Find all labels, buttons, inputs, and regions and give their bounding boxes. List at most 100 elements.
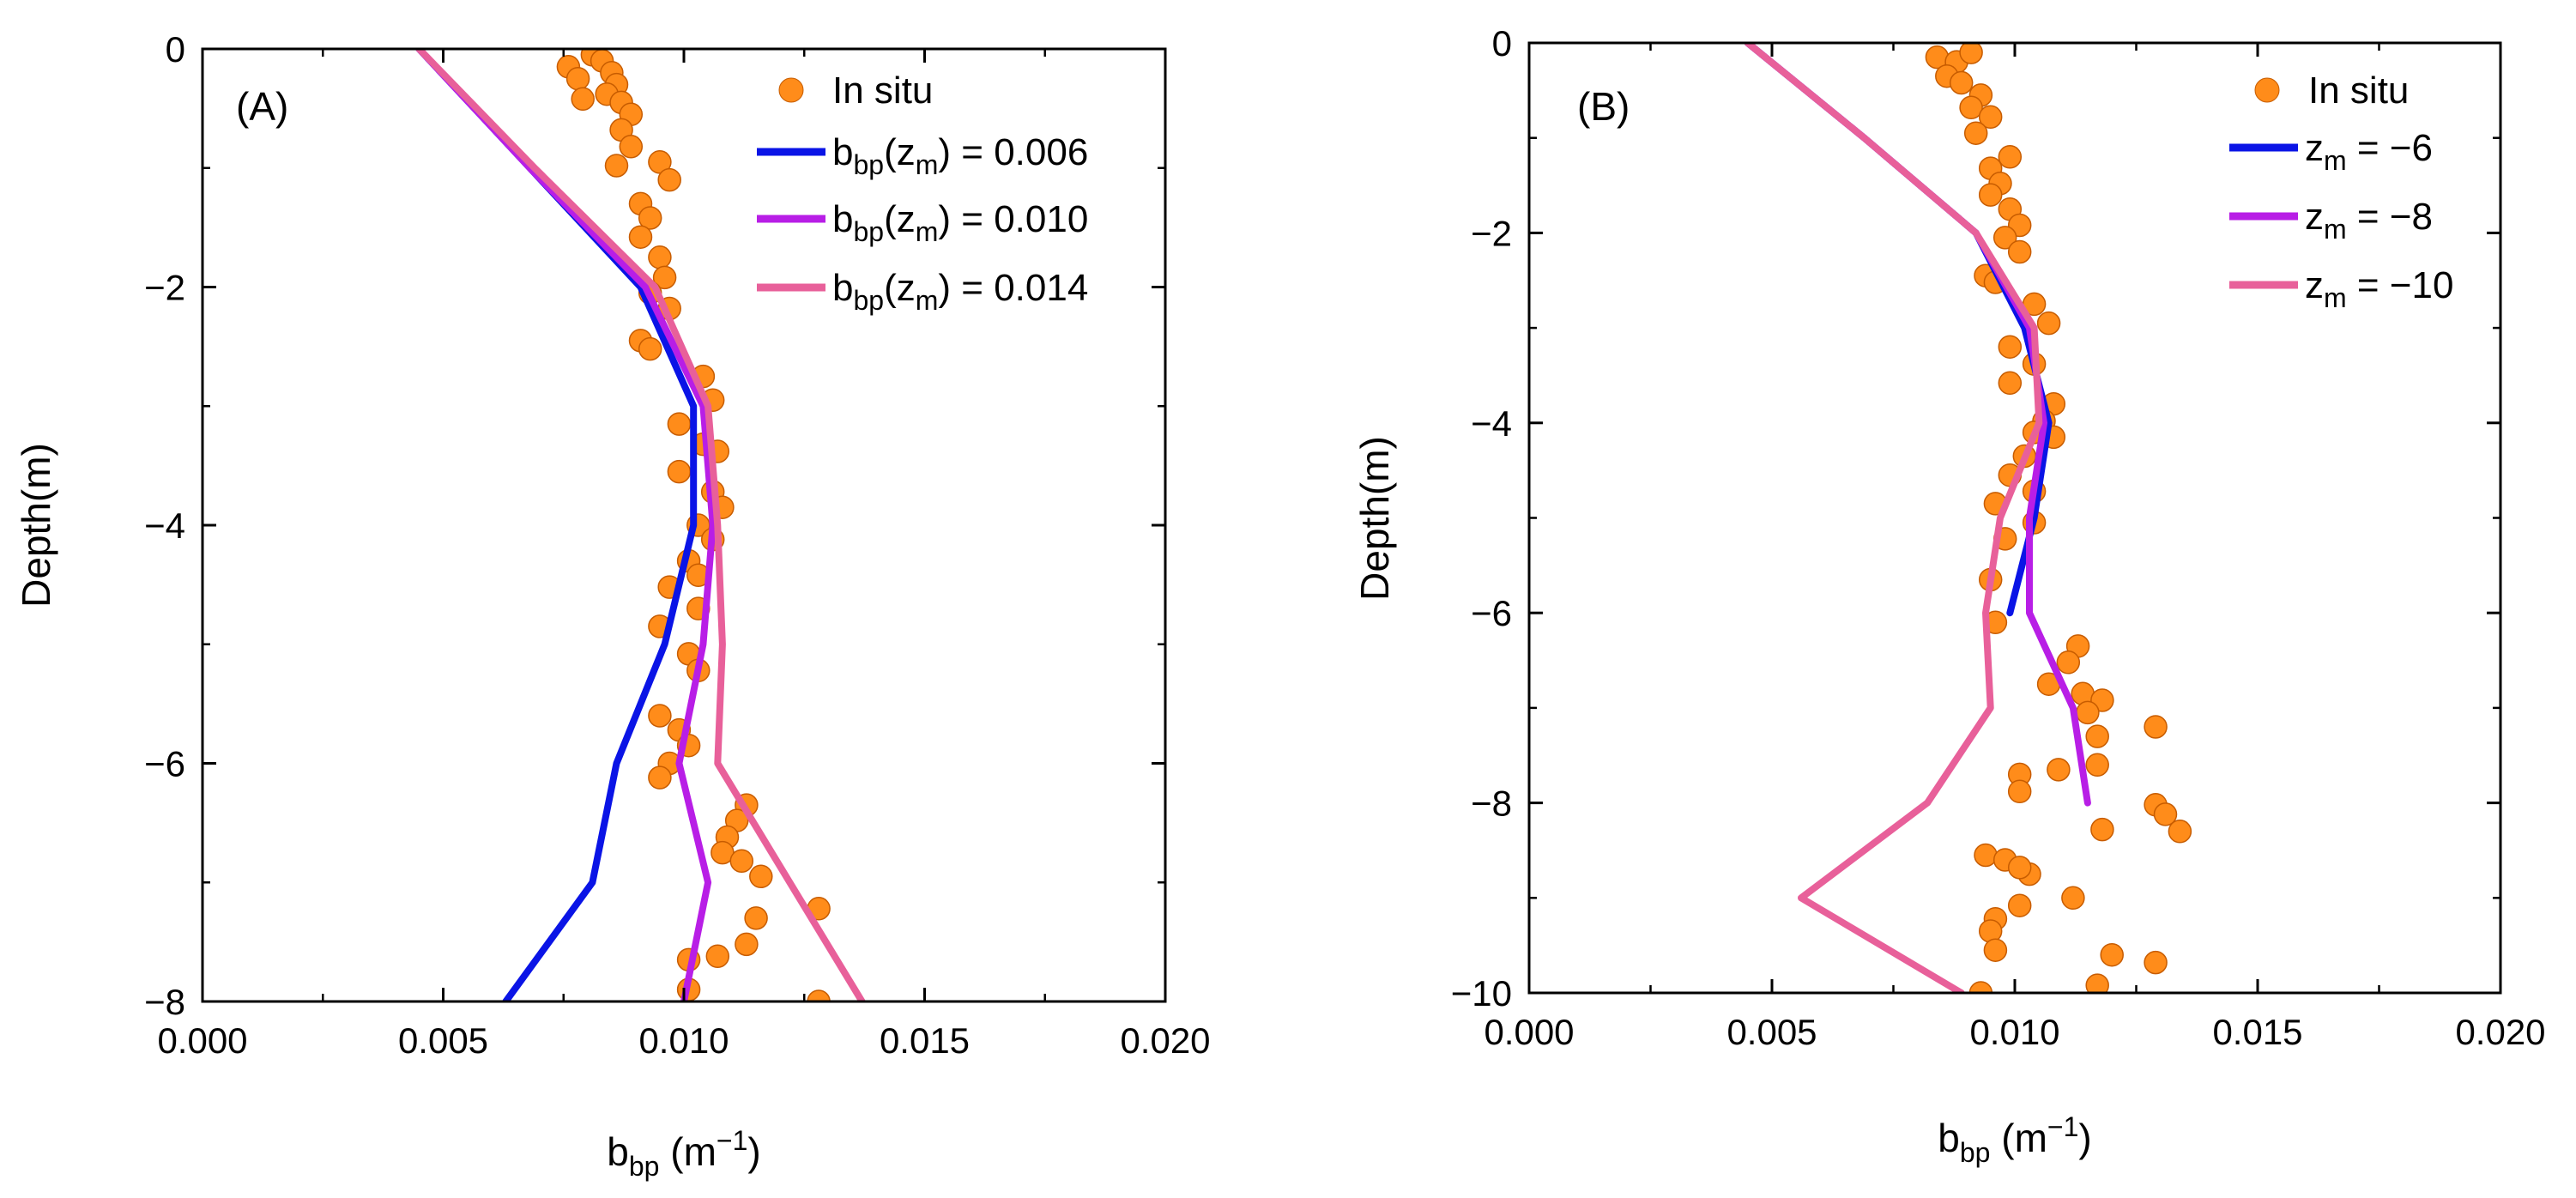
insitu-point — [638, 336, 662, 361]
panel-b-x-axis-title: bbp (m−1) — [1938, 1111, 2091, 1168]
insitu-point — [735, 932, 759, 957]
y-tick-label: −4 — [1471, 403, 1512, 444]
legend-b-series-2-label: zm = −8 — [2305, 196, 2433, 245]
panel-a-y-axis-title: Depth(m) — [14, 443, 58, 608]
legend-b-series-3-label: zm = −10 — [2305, 264, 2453, 313]
panel-label-b: (B) — [1577, 84, 1630, 129]
insitu-point — [667, 459, 692, 484]
insitu-point — [1978, 183, 2003, 207]
y-tick-label: 0 — [1492, 23, 1512, 64]
insitu-point — [744, 906, 768, 930]
x-tick-label: 0.020 — [2455, 1012, 2545, 1052]
insitu-point — [1959, 43, 1983, 64]
legend-a-insitu-marker — [778, 77, 804, 103]
insitu-point — [1968, 981, 1993, 993]
panel-b-y-axis: 0 −2 −4 −6 −8 −10 — [1451, 23, 2500, 1013]
x-tick-label: 0.015 — [880, 1020, 970, 1061]
insitu-point — [2056, 650, 2081, 675]
insitu-point — [2007, 893, 2032, 917]
insitu-point — [2007, 779, 2032, 804]
series-line-3 — [1744, 43, 2043, 993]
y-tick-label: −10 — [1451, 973, 1512, 1013]
y-tick-label: −4 — [144, 505, 185, 546]
insitu-point — [807, 989, 831, 1001]
panel-b-frame — [1527, 41, 2502, 995]
panel-b: (B) 0.000 0.005 0.010 0.015 0.020 0 −2 −4 −6 −8 −… — [1352, 23, 2546, 1168]
insitu-point — [657, 167, 681, 192]
series-line-3 — [415, 49, 866, 1001]
insitu-point — [2047, 758, 2071, 782]
insitu-point — [648, 245, 672, 269]
panel-label-a: (A) — [236, 84, 288, 129]
insitu-point — [705, 944, 730, 969]
insitu-point — [565, 66, 590, 91]
x-tick-label: 0.010 — [638, 1020, 729, 1061]
insitu-point — [2061, 886, 2085, 911]
legend-a-series-2-label: bbp(zm) = 0.010 — [832, 198, 1088, 247]
insitu-point — [1998, 371, 2023, 396]
insitu-point — [1998, 145, 2023, 169]
insitu-point — [1959, 95, 1983, 120]
insitu-point — [2007, 239, 2032, 264]
y-tick-label: 0 — [166, 29, 185, 70]
insitu-point — [648, 765, 672, 790]
insitu-point — [1983, 938, 2008, 962]
insitu-point — [2085, 724, 2109, 748]
panel-a-legend: In situ bbp(zm) = 0.006 bbp(zm) = 0.010 … — [757, 70, 1088, 316]
insitu-point — [571, 87, 595, 112]
legend-a-insitu-label: In situ — [832, 70, 933, 112]
insitu-point — [2144, 950, 2168, 975]
insitu-point — [2100, 942, 2124, 967]
insitu-point — [749, 864, 773, 889]
y-tick-label: −6 — [144, 744, 185, 784]
legend-a-series-1-label: bbp(zm) = 0.006 — [832, 131, 1088, 180]
insitu-point — [729, 849, 754, 874]
insitu-point — [1963, 121, 1988, 145]
x-tick-label: 0.000 — [157, 1020, 247, 1061]
x-tick-label: 0.020 — [1120, 1020, 1210, 1061]
legend-b-insitu-label: In situ — [2308, 70, 2409, 112]
y-tick-label: −2 — [144, 268, 185, 308]
y-tick-label: −8 — [1471, 784, 1512, 824]
insitu-point — [1978, 105, 2003, 130]
legend-b-series-1-label: zm = −6 — [2305, 127, 2433, 176]
insitu-point — [2085, 973, 2109, 993]
x-tick-label: 0.005 — [1726, 1012, 1817, 1052]
insitu-point — [648, 704, 672, 728]
insitu-point — [2168, 820, 2192, 844]
x-tick-label: 0.000 — [1484, 1012, 1574, 1052]
panel-b-y-axis-title: Depth(m) — [1352, 436, 1397, 601]
insitu-point — [2085, 753, 2109, 777]
panel-a-y-axis: 0 −2 −4 −6 −8 — [144, 29, 1165, 1022]
panel-a-plot-area — [415, 49, 866, 1001]
insitu-point — [2153, 802, 2178, 826]
insitu-point — [628, 225, 653, 249]
insitu-point — [638, 206, 662, 230]
insitu-point — [667, 412, 692, 436]
insitu-point — [1974, 843, 1998, 868]
x-tick-label: 0.010 — [1969, 1012, 2059, 1052]
x-tick-label: 0.015 — [2212, 1012, 2302, 1052]
panel-a: (A) 0.000 0.005 0.010 0.015 0.020 0−2−4−6−8 … — [14, 29, 1211, 1182]
insitu-point — [2144, 715, 2168, 739]
plot-content — [1744, 43, 2192, 993]
insitu-point — [2036, 311, 2061, 336]
panel-b-legend: In situ zm = −6 zm = −8 zm = −10 — [2229, 70, 2453, 313]
y-tick-label: −2 — [1471, 213, 1512, 253]
insitu-point — [2090, 817, 2114, 842]
insitu-point — [1992, 226, 2017, 250]
series-line-2 — [415, 49, 717, 1001]
legend-a-series-3-label: bbp(zm) = 0.014 — [832, 267, 1088, 316]
y-tick-label: −6 — [1471, 593, 1512, 633]
panel-a-frame — [201, 47, 1167, 1003]
x-tick-label: 0.005 — [398, 1020, 488, 1061]
panel-a-x-axis: 0.000 0.005 0.010 0.015 0.020 — [157, 49, 1211, 1061]
panel-b-plot-area — [1744, 43, 2192, 993]
insitu-point — [1949, 70, 1974, 95]
insitu-point — [652, 265, 677, 290]
insitu-point — [604, 154, 629, 178]
insitu-point — [619, 135, 644, 159]
plot-content — [415, 49, 866, 1001]
panel-b-x-axis: 0.000 0.005 0.010 0.015 0.020 — [1484, 43, 2546, 1052]
